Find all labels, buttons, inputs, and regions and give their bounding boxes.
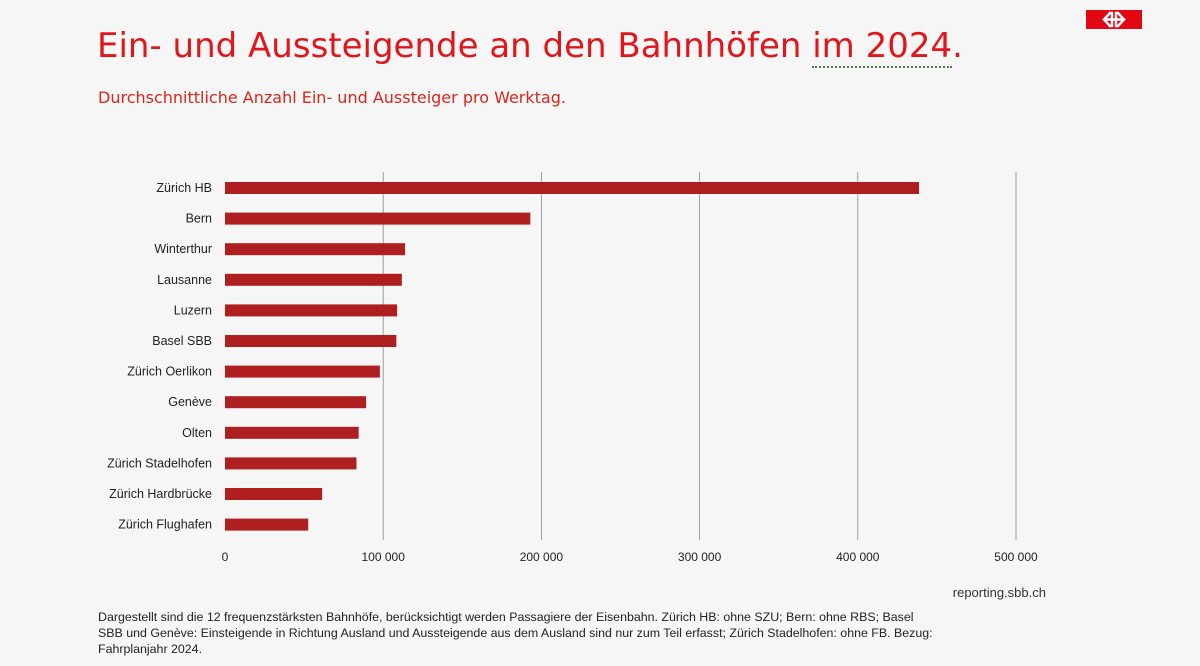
x-tick-label: 100 000 [362,550,406,564]
category-label: Olten [182,426,212,440]
bar [225,335,397,347]
category-label: Zürich Flughafen [118,518,212,532]
bar [225,182,920,194]
bar [225,273,402,286]
category-label: Luzern [174,303,212,317]
title-main: Ein- und Aussteigende an den Bahnhöfen [97,26,802,66]
x-tick-label: 300 000 [678,550,722,564]
page-title: Ein- und Aussteigende an den Bahnhöfen i… [97,26,963,68]
bar [225,518,309,531]
x-tick-label: 0 [222,550,229,564]
bar [225,426,359,439]
bar [225,243,406,256]
bar [225,365,380,378]
category-label: Basel SBB [152,334,212,348]
bar [225,457,357,470]
category-label: Genève [168,395,212,409]
source-link[interactable]: reporting.sbb.ch [952,585,1046,600]
title-period: . [952,26,963,66]
page-subtitle: Durchschnittliche Anzahl Ein- und Ausste… [98,88,566,107]
category-label: Zürich Hardbrücke [109,487,212,501]
sbb-arrows-icon [1102,11,1126,28]
sbb-logo [1086,10,1142,29]
title-year: im 2024 [812,26,953,68]
category-label: Zürich Stadelhofen [107,456,212,470]
x-tick-label: 200 000 [520,550,564,564]
category-label: Winterthur [154,242,212,256]
x-tick-label: 400 000 [836,550,880,564]
category-label: Lausanne [157,273,212,287]
bar [225,212,531,225]
bar [225,488,323,500]
bar-chart: Zürich HB Bern Winterthur Lausanne Luzern Bas… [107,172,1038,564]
category-label: Zürich Oerlikon [127,365,212,379]
category-label: Bern [186,212,212,226]
footnote: Dargestellt sind die 12 frequenzstärkste… [98,610,933,656]
x-tick-label: 500 000 [994,550,1038,564]
bar [225,396,367,409]
category-label: Zürich HB [156,181,212,195]
bar [225,304,398,317]
